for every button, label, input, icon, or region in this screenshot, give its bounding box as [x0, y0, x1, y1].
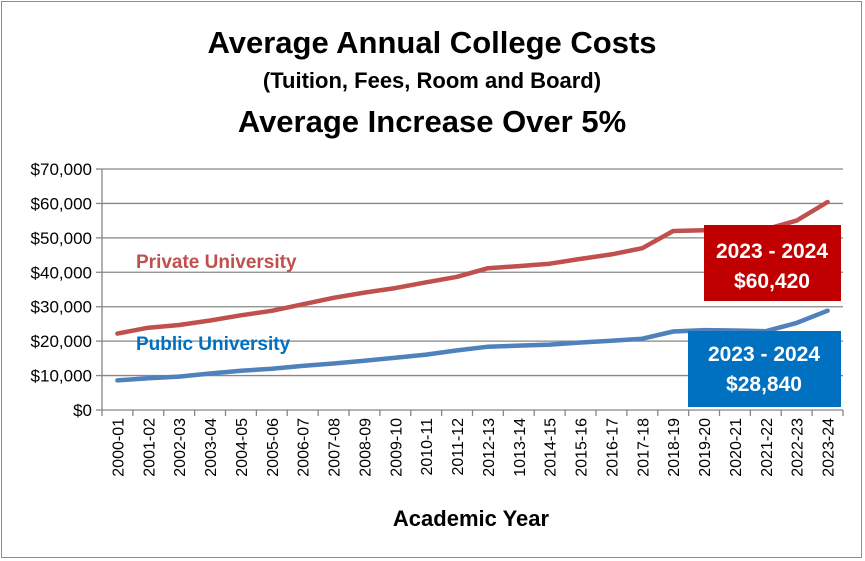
x-tick-label: 2018-19: [666, 418, 683, 477]
x-tick-label: 2007-08: [327, 418, 344, 477]
y-tick-label: $70,000: [31, 160, 92, 179]
y-axis-ticks: $0 $10,000 $20,000 $30,000 $40,000 $50,000 $60…: [31, 160, 102, 420]
x-tick-label: 2009-10: [388, 418, 405, 477]
y-tick-label: $10,000: [31, 367, 92, 386]
x-tick-label: 2002-03: [172, 418, 189, 477]
x-tick-label: 2008-09: [357, 418, 374, 477]
x-tick-label: 2004-05: [234, 418, 251, 477]
series-label-public: Public University: [136, 334, 291, 355]
callout-private-value: $60,420: [734, 270, 810, 293]
x-tick-label: 2020-21: [728, 418, 745, 477]
x-tick-label: 2022-23: [790, 418, 807, 477]
x-tick-label: 2023-24: [821, 418, 838, 477]
x-tick-label: 2017-18: [635, 418, 652, 477]
x-tick-label: 2003-04: [203, 418, 220, 477]
x-tick-label: 1013-14: [512, 418, 529, 477]
x-tick-label: 2019-20: [697, 418, 714, 477]
y-tick-label: $60,000: [31, 194, 92, 213]
x-tick-label: 2011-12: [450, 418, 467, 476]
y-tick-label: $40,000: [31, 263, 92, 282]
callout-public: 2023 - 2024 $28,840: [688, 331, 841, 407]
x-tick-label: 2012-13: [481, 418, 498, 477]
x-tick-label: 2016-17: [604, 418, 621, 477]
x-tick-label: 2000-01: [110, 418, 127, 477]
x-tick-label: 2006-07: [296, 418, 313, 477]
callout-private-box: [704, 225, 841, 301]
x-axis-ticks: 2000-01 2001-02 2002-03 2003-04 2004-05 2005-…: [101, 410, 844, 477]
callout-public-box: [688, 331, 841, 407]
chart-subtitle-2: Average Increase Over 5%: [238, 104, 626, 139]
callout-public-value: $28,840: [726, 373, 802, 396]
series-line-public: [115, 308, 830, 383]
chart-title: Average Annual College Costs: [207, 25, 656, 60]
x-axis-title: Academic Year: [393, 506, 550, 531]
y-tick-label: $20,000: [31, 332, 92, 351]
y-tick-label: $50,000: [31, 229, 92, 248]
series-label-private: Private University: [136, 252, 297, 273]
x-tick-label: 2010-11: [419, 418, 436, 476]
callout-private-year: 2023 - 2024: [716, 240, 828, 263]
chart-subtitle: (Tuition, Fees, Room and Board): [263, 68, 601, 93]
x-tick-label: 2021-22: [759, 418, 776, 477]
x-tick-label: 2001-02: [141, 418, 158, 477]
y-tick-label: $30,000: [31, 298, 92, 317]
x-tick-label: 2015-16: [574, 418, 591, 477]
callout-public-year: 2023 - 2024: [708, 343, 820, 366]
x-tick-label: 2005-06: [265, 418, 282, 477]
y-tick-label: $0: [73, 401, 92, 420]
x-tick-label: 2014-15: [543, 418, 560, 477]
callout-private: 2023 - 2024 $60,420: [704, 225, 841, 301]
